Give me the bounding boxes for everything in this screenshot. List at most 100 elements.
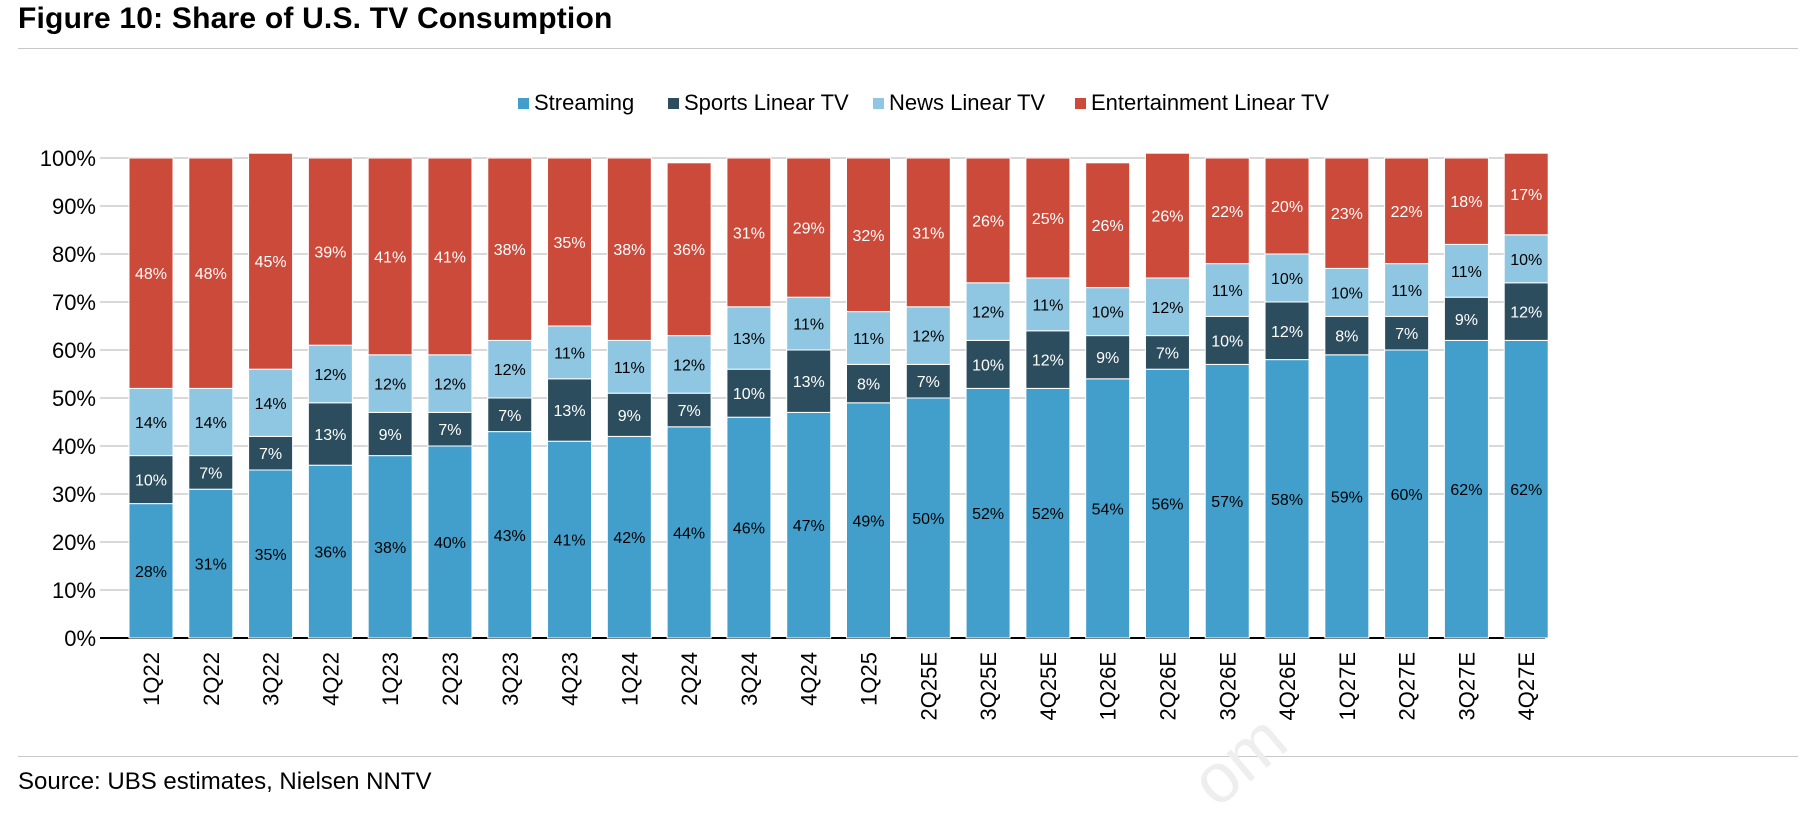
bar-sports [905, 363, 951, 399]
bar-streaming [1204, 363, 1250, 639]
bar-streaming [905, 397, 951, 639]
data-label-sports: 13% [554, 403, 586, 420]
bar-news [1503, 234, 1549, 284]
y-axis: 0% 10% 20% 30% 40% 50% 60% 70% 80% 90% 100% [40, 146, 96, 651]
bar-sports [726, 368, 772, 418]
data-label-news: 11% [793, 317, 824, 334]
source-divider [18, 756, 1798, 757]
data-label-sports: 7% [1156, 345, 1179, 362]
bar-sports [1503, 282, 1549, 341]
data-label-entertainment: 20% [1271, 199, 1303, 216]
data-label-news: 11% [1212, 283, 1243, 300]
bar-streaming [1503, 339, 1549, 639]
data-label-sports: 9% [618, 408, 641, 425]
x-tick-label: 3Q25E [976, 652, 1001, 721]
data-label-news: 12% [972, 305, 1004, 322]
bar-news [1025, 277, 1071, 332]
data-label-news: 11% [853, 331, 884, 348]
x-tick-label: 4Q23 [558, 652, 583, 706]
bar-entertainment [726, 157, 772, 308]
bar-streaming [786, 411, 832, 639]
bar-sports [846, 363, 891, 404]
bar-sports [367, 411, 413, 457]
x-tick-label: 3Q24 [737, 652, 762, 706]
data-label-entertainment: 26% [1151, 209, 1183, 226]
data-label-entertainment: 22% [1391, 204, 1423, 221]
bar-entertainment [666, 162, 712, 337]
data-label-streaming: 60% [1391, 487, 1423, 504]
bar-news [1264, 253, 1310, 303]
data-label-entertainment: 45% [255, 254, 287, 271]
bar-sports [666, 392, 712, 428]
y-tick-label: 0% [64, 626, 96, 651]
bar-streaming [1443, 339, 1489, 639]
data-label-entertainment: 38% [613, 242, 645, 259]
x-tick-label: 1Q22 [139, 652, 164, 706]
bar-entertainment [248, 152, 294, 370]
bar-news [248, 368, 294, 437]
bar-entertainment [965, 157, 1011, 284]
bar-entertainment [307, 157, 353, 346]
y-tick-label: 80% [52, 242, 96, 267]
x-tick-label: 1Q25 [857, 652, 882, 706]
data-label-sports: 7% [498, 408, 521, 425]
bar-entertainment [786, 157, 832, 298]
data-label-sports: 13% [314, 427, 346, 444]
data-label-sports: 7% [259, 446, 282, 463]
bar-news [1324, 267, 1370, 317]
data-label-entertainment: 17% [1510, 187, 1542, 204]
data-label-sports: 12% [1032, 353, 1064, 370]
x-tick-label: 2Q27E [1395, 652, 1420, 721]
data-label-streaming: 52% [1032, 506, 1064, 523]
bar-entertainment [606, 157, 652, 341]
x-tick-label: 1Q27E [1335, 652, 1360, 721]
data-label-news: 11% [1032, 297, 1063, 314]
data-label-news: 11% [1391, 283, 1422, 300]
bar-streaming [606, 435, 652, 639]
bar-news [1204, 263, 1250, 317]
x-tick-label: 4Q26E [1275, 652, 1300, 721]
data-label-streaming: 36% [314, 545, 346, 562]
data-label-sports: 9% [379, 427, 402, 444]
data-label-sports: 7% [438, 422, 461, 439]
data-label-streaming: 31% [195, 557, 227, 574]
bar-sports [487, 397, 533, 433]
bar-sports [547, 378, 593, 442]
data-label-streaming: 59% [1331, 489, 1363, 506]
legend-label-entertainment: Entertainment Linear TV [1091, 90, 1329, 115]
data-label-news: 14% [135, 415, 167, 432]
data-label-streaming: 50% [912, 511, 944, 528]
bar-entertainment [905, 157, 951, 308]
bar-entertainment [1324, 157, 1370, 269]
data-label-sports: 7% [1395, 326, 1418, 343]
y-tick-label: 70% [52, 290, 96, 315]
bar-entertainment [1264, 157, 1310, 255]
x-tick-label: 4Q22 [318, 652, 343, 706]
bar-entertainment [1503, 152, 1549, 236]
data-label-entertainment: 31% [912, 225, 944, 242]
data-label-news: 14% [195, 415, 227, 432]
data-label-streaming: 56% [1151, 497, 1183, 514]
bar-entertainment [1085, 162, 1131, 289]
x-tick-label: 4Q27E [1514, 652, 1539, 721]
data-label-news: 12% [673, 357, 705, 374]
bar-sports [1204, 315, 1250, 365]
bar-streaming [726, 416, 772, 639]
legend-label-news: News Linear TV [889, 90, 1045, 115]
bar-sports [606, 392, 652, 437]
data-label-entertainment: 39% [314, 245, 346, 262]
data-label-entertainment: 18% [1450, 194, 1482, 211]
data-label-news: 11% [614, 360, 645, 377]
y-tick-label: 60% [52, 338, 96, 363]
bar-sports [1025, 330, 1071, 389]
bar-entertainment [1144, 152, 1190, 279]
data-label-entertainment: 25% [1032, 211, 1064, 228]
x-tick-label: 1Q24 [617, 652, 642, 706]
bar-entertainment [487, 157, 533, 341]
y-tick-label: 90% [52, 194, 96, 219]
data-label-entertainment: 22% [1211, 204, 1243, 221]
legend-swatch-sports [668, 98, 679, 109]
bar-entertainment [846, 157, 891, 313]
data-label-streaming: 28% [135, 564, 167, 581]
y-tick-label: 100% [40, 146, 96, 171]
